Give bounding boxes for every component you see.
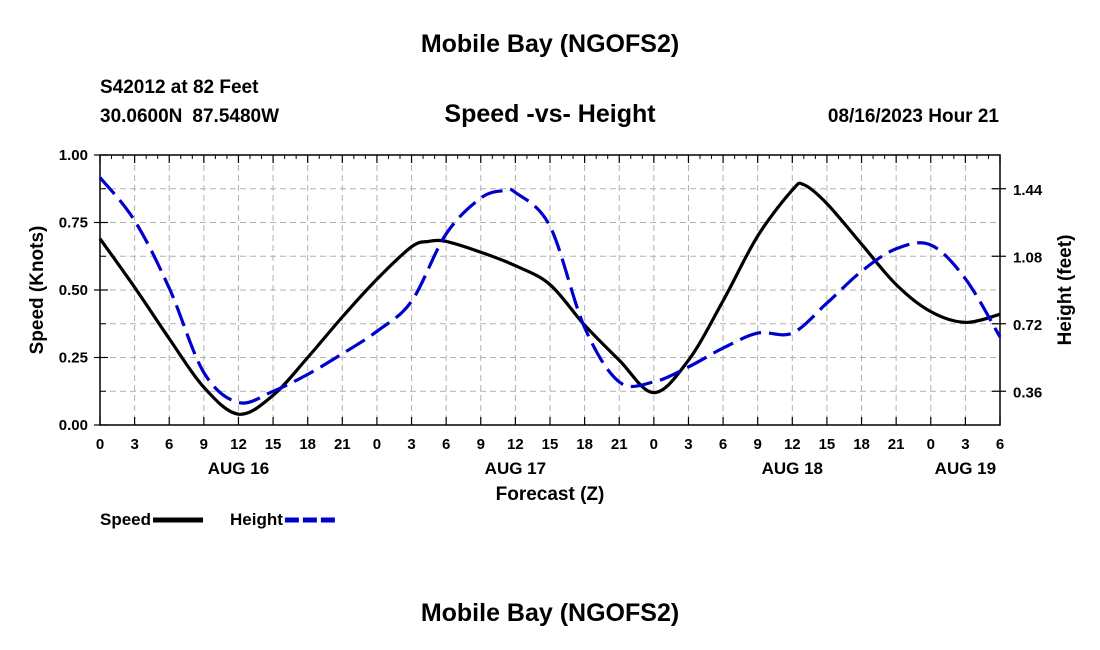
x-tick-label: 6 bbox=[442, 436, 450, 453]
day-label: AUG 17 bbox=[485, 459, 546, 478]
x-tick-label: 9 bbox=[200, 436, 208, 453]
x-tick-label: 21 bbox=[611, 436, 628, 453]
y2-tick-label: 0.72 bbox=[1013, 317, 1042, 334]
y-tick-label: 0.75 bbox=[59, 215, 88, 232]
x-tick-label: 0 bbox=[96, 436, 104, 453]
station-label: S42012 at 82 Feet bbox=[100, 77, 259, 98]
y-tick-label: 0.25 bbox=[59, 350, 88, 367]
x-tick-label: 3 bbox=[407, 436, 415, 453]
chart-title: Mobile Bay (NGOFS2) bbox=[420, 30, 680, 58]
legend: Speed Height bbox=[100, 510, 335, 529]
x-tick-label: 12 bbox=[784, 436, 801, 453]
x-tick-label: 12 bbox=[230, 436, 247, 453]
x-axis-label: Forecast (Z) bbox=[496, 484, 605, 505]
y2-tick-label: 1.08 bbox=[1013, 249, 1042, 266]
grid-lines bbox=[100, 155, 1000, 425]
footer-title: Mobile Bay (NGOFS2) bbox=[420, 599, 680, 627]
station-longitude: 87.5480W bbox=[192, 106, 280, 127]
series-group bbox=[98, 176, 1002, 416]
x-tick-label: 18 bbox=[299, 436, 316, 453]
plot-frame bbox=[99, 154, 1001, 426]
x-tick-label: 21 bbox=[334, 436, 351, 453]
y2-axis-label: Height (feet) bbox=[1055, 235, 1076, 346]
x-tick-label: 6 bbox=[165, 436, 173, 453]
legend-label-speed: Speed bbox=[100, 510, 151, 529]
x-tick-label: 0 bbox=[650, 436, 658, 453]
y-tick-label: 0.00 bbox=[59, 417, 88, 434]
x-tick-label: 0 bbox=[927, 436, 935, 453]
x-tick-label: 3 bbox=[961, 436, 969, 453]
x-tick-label: 15 bbox=[542, 436, 559, 453]
x-tick-label: 6 bbox=[996, 436, 1004, 453]
series-line-speed bbox=[98, 181, 1001, 416]
x-tick-label: 15 bbox=[819, 436, 836, 453]
x-tick-label: 3 bbox=[684, 436, 692, 453]
chart-subtitle: Speed -vs- Height bbox=[444, 100, 656, 128]
x-tick-label: 21 bbox=[888, 436, 905, 453]
x-tick-label: 9 bbox=[754, 436, 762, 453]
x-tick-label: 18 bbox=[853, 436, 870, 453]
y2-tick-label: 1.44 bbox=[1013, 182, 1043, 199]
x-tick-label: 9 bbox=[477, 436, 485, 453]
y-tick-label: 0.50 bbox=[59, 282, 88, 299]
valid-time: 08/16/2023 Hour 21 bbox=[827, 106, 999, 127]
day-label: AUG 18 bbox=[762, 459, 823, 478]
station-coordinates: 30.0600N 87.5480W bbox=[100, 106, 289, 128]
y-tick-label: 1.00 bbox=[59, 147, 88, 164]
x-tick-label: 0 bbox=[373, 436, 381, 453]
day-label: AUG 19 bbox=[935, 459, 996, 478]
legend-label-height: Height bbox=[230, 510, 283, 529]
series-line-height bbox=[98, 176, 1002, 405]
tick-labels: 0 3 6 9 12 15 18 21 0 3 6 9 12 15 18 21 0 3 6 9 12 15 18 21 0 3 6A… bbox=[59, 147, 1043, 478]
x-tick-label: 6 bbox=[719, 436, 727, 453]
x-tick-label: 12 bbox=[507, 436, 524, 453]
day-label: AUG 16 bbox=[208, 459, 269, 478]
station-latitude: 30.0600N bbox=[100, 106, 183, 127]
x-tick-label: 18 bbox=[576, 436, 593, 453]
x-tick-label: 3 bbox=[130, 436, 138, 453]
y-axis-label: Speed (Knots) bbox=[27, 226, 48, 355]
x-tick-label: 15 bbox=[265, 436, 282, 453]
y2-tick-label: 0.36 bbox=[1013, 384, 1042, 401]
